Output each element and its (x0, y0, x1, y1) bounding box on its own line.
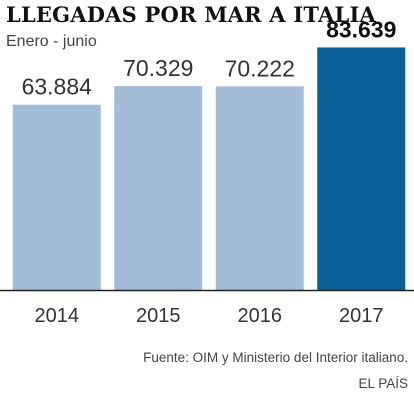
data-label-2014: 63.884 (22, 74, 93, 100)
chart-subtitle: Enero - junio (6, 33, 97, 50)
x-tick-2015: 2015 (136, 305, 181, 327)
chart-title: LLEGADAS POR MAR A ITALIA (6, 2, 376, 27)
bar-2016 (215, 86, 304, 290)
bar-2017 (317, 47, 406, 290)
x-tick-2014: 2014 (35, 305, 80, 327)
bar-2015 (114, 86, 203, 290)
x-tick-2017: 2017 (339, 305, 384, 327)
x-tick-2016: 2016 (238, 305, 283, 327)
bar-chart: 63.884 2014 70.329 2015 70.222 2016 83.639 2017 (0, 16, 414, 327)
data-label-2015: 70.329 (123, 55, 193, 81)
data-label-2016: 70.222 (225, 55, 295, 81)
chart-credit: EL PAÍS (358, 376, 408, 391)
bar-2014 (12, 104, 101, 291)
data-label-2017: 83.639 (326, 16, 396, 42)
chart-source: Fuente: OIM y Ministerio del Interior it… (143, 350, 408, 365)
